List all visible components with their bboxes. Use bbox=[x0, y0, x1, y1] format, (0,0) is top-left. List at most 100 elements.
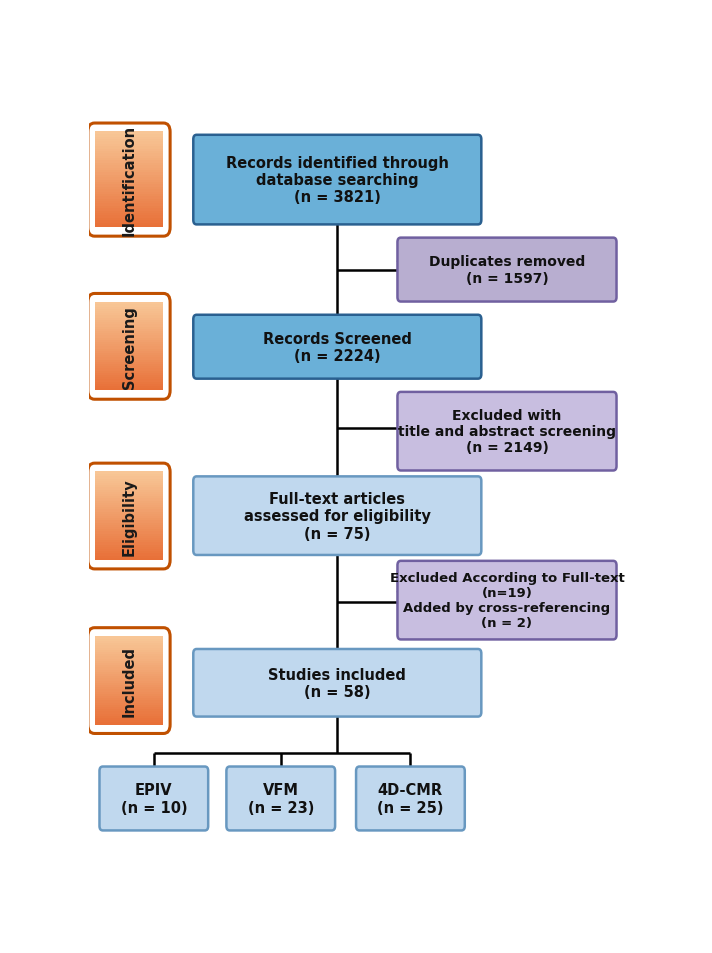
Bar bbox=[95, 161, 164, 164]
FancyBboxPatch shape bbox=[397, 238, 617, 302]
Bar bbox=[95, 166, 164, 169]
Bar bbox=[95, 676, 164, 679]
Text: Screening: Screening bbox=[122, 306, 137, 389]
Bar bbox=[95, 507, 164, 510]
FancyBboxPatch shape bbox=[193, 476, 481, 556]
Bar bbox=[95, 199, 164, 202]
Bar bbox=[95, 718, 164, 720]
Bar bbox=[95, 379, 164, 382]
Bar bbox=[95, 351, 164, 354]
Bar bbox=[95, 168, 164, 171]
Bar bbox=[95, 373, 164, 375]
Bar bbox=[95, 333, 164, 336]
Bar bbox=[95, 388, 164, 391]
Bar bbox=[95, 472, 164, 475]
Bar bbox=[95, 375, 164, 377]
FancyBboxPatch shape bbox=[193, 315, 481, 379]
Bar bbox=[95, 694, 164, 697]
Bar bbox=[95, 146, 164, 150]
Bar bbox=[95, 684, 164, 687]
Bar bbox=[95, 361, 164, 365]
Bar bbox=[95, 649, 164, 652]
Bar bbox=[95, 171, 164, 173]
Bar bbox=[95, 307, 164, 310]
FancyBboxPatch shape bbox=[193, 649, 481, 717]
Bar bbox=[95, 680, 164, 683]
Bar bbox=[95, 192, 164, 194]
Text: VFM
(n = 23): VFM (n = 23) bbox=[248, 782, 314, 815]
Bar bbox=[95, 529, 164, 532]
Bar bbox=[95, 652, 164, 655]
Bar bbox=[95, 551, 164, 554]
Bar bbox=[95, 153, 164, 156]
Bar bbox=[95, 654, 164, 657]
Bar bbox=[95, 500, 164, 503]
Bar bbox=[95, 134, 164, 137]
Bar bbox=[95, 211, 164, 213]
Bar bbox=[95, 327, 164, 330]
Bar bbox=[95, 522, 164, 525]
Bar bbox=[95, 656, 164, 659]
Bar bbox=[95, 505, 164, 508]
Bar bbox=[95, 220, 164, 223]
Bar bbox=[95, 549, 164, 552]
Bar bbox=[95, 553, 164, 557]
Bar bbox=[95, 494, 164, 497]
Bar bbox=[95, 478, 164, 481]
Bar bbox=[95, 335, 164, 338]
Bar bbox=[95, 149, 164, 152]
Bar bbox=[95, 691, 164, 694]
Bar bbox=[95, 329, 164, 332]
Bar bbox=[95, 713, 164, 716]
FancyBboxPatch shape bbox=[193, 135, 481, 225]
Bar bbox=[95, 716, 164, 719]
Bar bbox=[95, 144, 164, 147]
Bar bbox=[95, 502, 164, 505]
Text: Duplicates removed
(n = 1597): Duplicates removed (n = 1597) bbox=[429, 255, 585, 285]
Bar bbox=[95, 177, 164, 180]
Bar bbox=[95, 474, 164, 476]
Bar bbox=[95, 156, 164, 159]
Text: Records identified through
database searching
(n = 3821): Records identified through database sear… bbox=[226, 155, 449, 205]
Bar bbox=[95, 496, 164, 498]
Bar bbox=[95, 381, 164, 384]
Bar bbox=[95, 476, 164, 479]
Bar bbox=[95, 518, 164, 521]
Bar bbox=[95, 314, 164, 316]
Bar bbox=[95, 158, 164, 161]
Bar bbox=[95, 182, 164, 185]
Bar bbox=[95, 516, 164, 518]
Bar bbox=[95, 483, 164, 486]
Bar bbox=[95, 359, 164, 362]
Bar bbox=[95, 225, 164, 228]
Bar bbox=[95, 196, 164, 199]
Bar bbox=[95, 317, 164, 320]
Bar bbox=[95, 659, 164, 661]
Bar bbox=[95, 163, 164, 166]
Bar bbox=[95, 175, 164, 178]
Bar bbox=[95, 309, 164, 312]
Bar bbox=[95, 700, 164, 703]
Bar bbox=[95, 706, 164, 709]
Bar bbox=[95, 547, 164, 550]
Text: Full-text articles
assessed for eligibility
(n = 75): Full-text articles assessed for eligibil… bbox=[244, 491, 431, 541]
Bar bbox=[95, 141, 164, 145]
Bar bbox=[95, 669, 164, 672]
Bar bbox=[95, 720, 164, 722]
Bar bbox=[95, 687, 164, 690]
Bar bbox=[95, 682, 164, 685]
Bar bbox=[95, 355, 164, 358]
Bar bbox=[95, 702, 164, 705]
Bar bbox=[95, 342, 164, 345]
Bar bbox=[95, 139, 164, 142]
Bar bbox=[95, 349, 164, 352]
Bar bbox=[95, 215, 164, 218]
Bar bbox=[95, 366, 164, 369]
Bar bbox=[95, 194, 164, 197]
Bar bbox=[95, 386, 164, 389]
Text: Identification: Identification bbox=[122, 125, 137, 236]
Text: Records Screened
(n = 2224): Records Screened (n = 2224) bbox=[263, 331, 412, 363]
Bar bbox=[95, 223, 164, 226]
Text: Eligibility: Eligibility bbox=[122, 477, 137, 556]
Text: Studies included
(n = 58): Studies included (n = 58) bbox=[268, 667, 407, 700]
